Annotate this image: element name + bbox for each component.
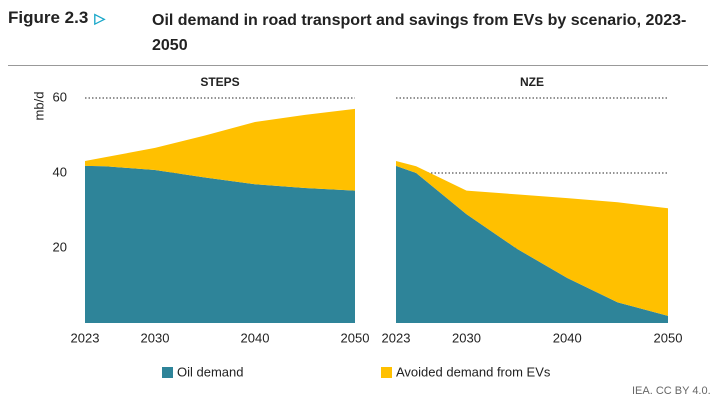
y-tick-label: 60 (53, 89, 67, 104)
area (85, 165, 355, 323)
x-tick-label: 2050 (654, 330, 683, 345)
x-tick-label: 2030 (452, 330, 481, 345)
chart-title: Oil demand in road transport and savings… (152, 12, 687, 54)
y-tick-label: 40 (53, 164, 67, 179)
area (396, 165, 668, 323)
panel-title: NZE (520, 75, 544, 89)
header-rule (8, 65, 708, 66)
x-tick-label: 2030 (141, 330, 170, 345)
y-tick-label: 20 (53, 239, 67, 254)
legend-label: Avoided demand from EVs (396, 364, 551, 379)
x-tick-label: 2040 (241, 330, 270, 345)
x-tick-label: 2023 (71, 330, 100, 345)
figure-label: Figure 2.3 ▷ (8, 8, 105, 28)
area (85, 108, 355, 191)
panel-title: STEPS (200, 75, 239, 89)
figure-arrow: ▷ (94, 10, 106, 26)
area (396, 161, 668, 316)
x-tick-label: 2050 (341, 330, 370, 345)
source: IEA. CC BY 4.0. (632, 385, 711, 397)
legend-label: Oil demand (177, 364, 243, 379)
figure-number: Figure 2.3 (8, 8, 89, 27)
y-axis-label: mb/d (31, 92, 46, 121)
x-tick-label: 2023 (382, 330, 411, 345)
legend-swatch (162, 367, 173, 378)
legend-swatch (381, 367, 392, 378)
x-tick-label: 2040 (553, 330, 582, 345)
